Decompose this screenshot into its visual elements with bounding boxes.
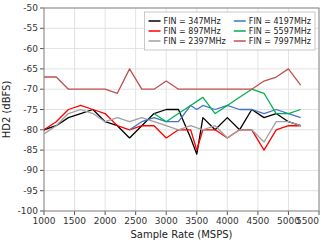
legend-label: FIN = 897MHz [164,27,221,36]
legend-swatch [234,40,246,42]
legend-swatch [149,40,161,42]
tick-mark [40,109,44,110]
tick-mark [40,170,44,171]
legend-label: FIN = 7997MHz [249,37,311,46]
tick-mark [196,211,197,215]
grid-line [74,8,75,211]
tick-mark [40,150,44,151]
tick-label: -85 [23,145,38,155]
tick-mark [40,190,44,191]
x-axis-label: Sample Rate (MSPS) [131,229,233,240]
tick-label: -60 [23,44,38,54]
series-line [44,69,301,93]
tick-label: 3000 [155,216,178,226]
tick-mark [40,28,44,29]
tick-mark [257,211,258,215]
tick-mark [44,211,45,215]
tick-label: 1000 [33,216,56,226]
legend-swatch [234,30,246,32]
tick-label: -95 [23,186,38,196]
lines [44,69,301,154]
y-axis-label: HD2 (dBFS) [1,81,12,139]
tick-label: 2500 [124,216,147,226]
series-line [44,110,301,142]
tick-label: -55 [23,23,38,33]
tick-mark [74,211,75,215]
legend-label: FIN = 5597MHz [249,27,311,36]
tick-mark [40,8,44,9]
legend-label: FIN = 4197MHz [249,17,311,26]
tick-mark [40,68,44,69]
grid [44,8,319,211]
tick-label: -100 [18,206,39,216]
tick-mark [40,129,44,130]
tick-mark [40,211,44,212]
legend-label: FIN = 347MHz [164,17,221,26]
tick-label: -70 [23,84,38,94]
tick-label: 5500 [296,216,319,226]
tick-mark [135,211,136,215]
legend-label: FIN = 2397MHz [164,37,226,46]
tick-label: 3500 [185,216,208,226]
legend-swatch [149,30,161,32]
tick-mark [227,211,228,215]
tick-mark [40,48,44,49]
tick-label: -75 [23,105,38,115]
legend-swatch [234,20,246,22]
tick-mark [105,211,106,215]
tick-label: 2000 [94,216,117,226]
series-line [154,89,301,121]
grid-line [44,170,319,171]
tick-label: 4000 [216,216,239,226]
legend-box [145,12,315,50]
tick-label: -50 [23,3,38,13]
series-line [130,105,301,129]
grid-line [44,150,319,151]
legend: FIN = 347MHzFIN = 897MHzFIN = 2397MHz FIN… [145,12,315,50]
tick-mark [166,211,167,215]
tick-mark [40,89,44,90]
tick-label: 1500 [63,216,86,226]
tick-label: -80 [23,125,38,135]
plot-frame [44,8,319,211]
tick-mark [319,211,320,215]
grid-line [44,68,319,69]
grid-line [105,8,106,211]
grid-line [135,8,136,211]
tick-label: -90 [23,165,38,175]
tick-label: -65 [23,64,38,74]
axes: -100 -95 -90 -85 -80 -75 -70 -65 -60 -55 -50 1000 15… [18,3,320,226]
grid-line [44,190,319,191]
tick-label: 4500 [246,216,269,226]
tick-mark [288,211,289,215]
legend-swatch [149,20,161,22]
chart: -100 -95 -90 -85 -80 -75 -70 -65 -60 -55 -50 1000 15… [0,0,329,243]
series-line [44,105,301,150]
